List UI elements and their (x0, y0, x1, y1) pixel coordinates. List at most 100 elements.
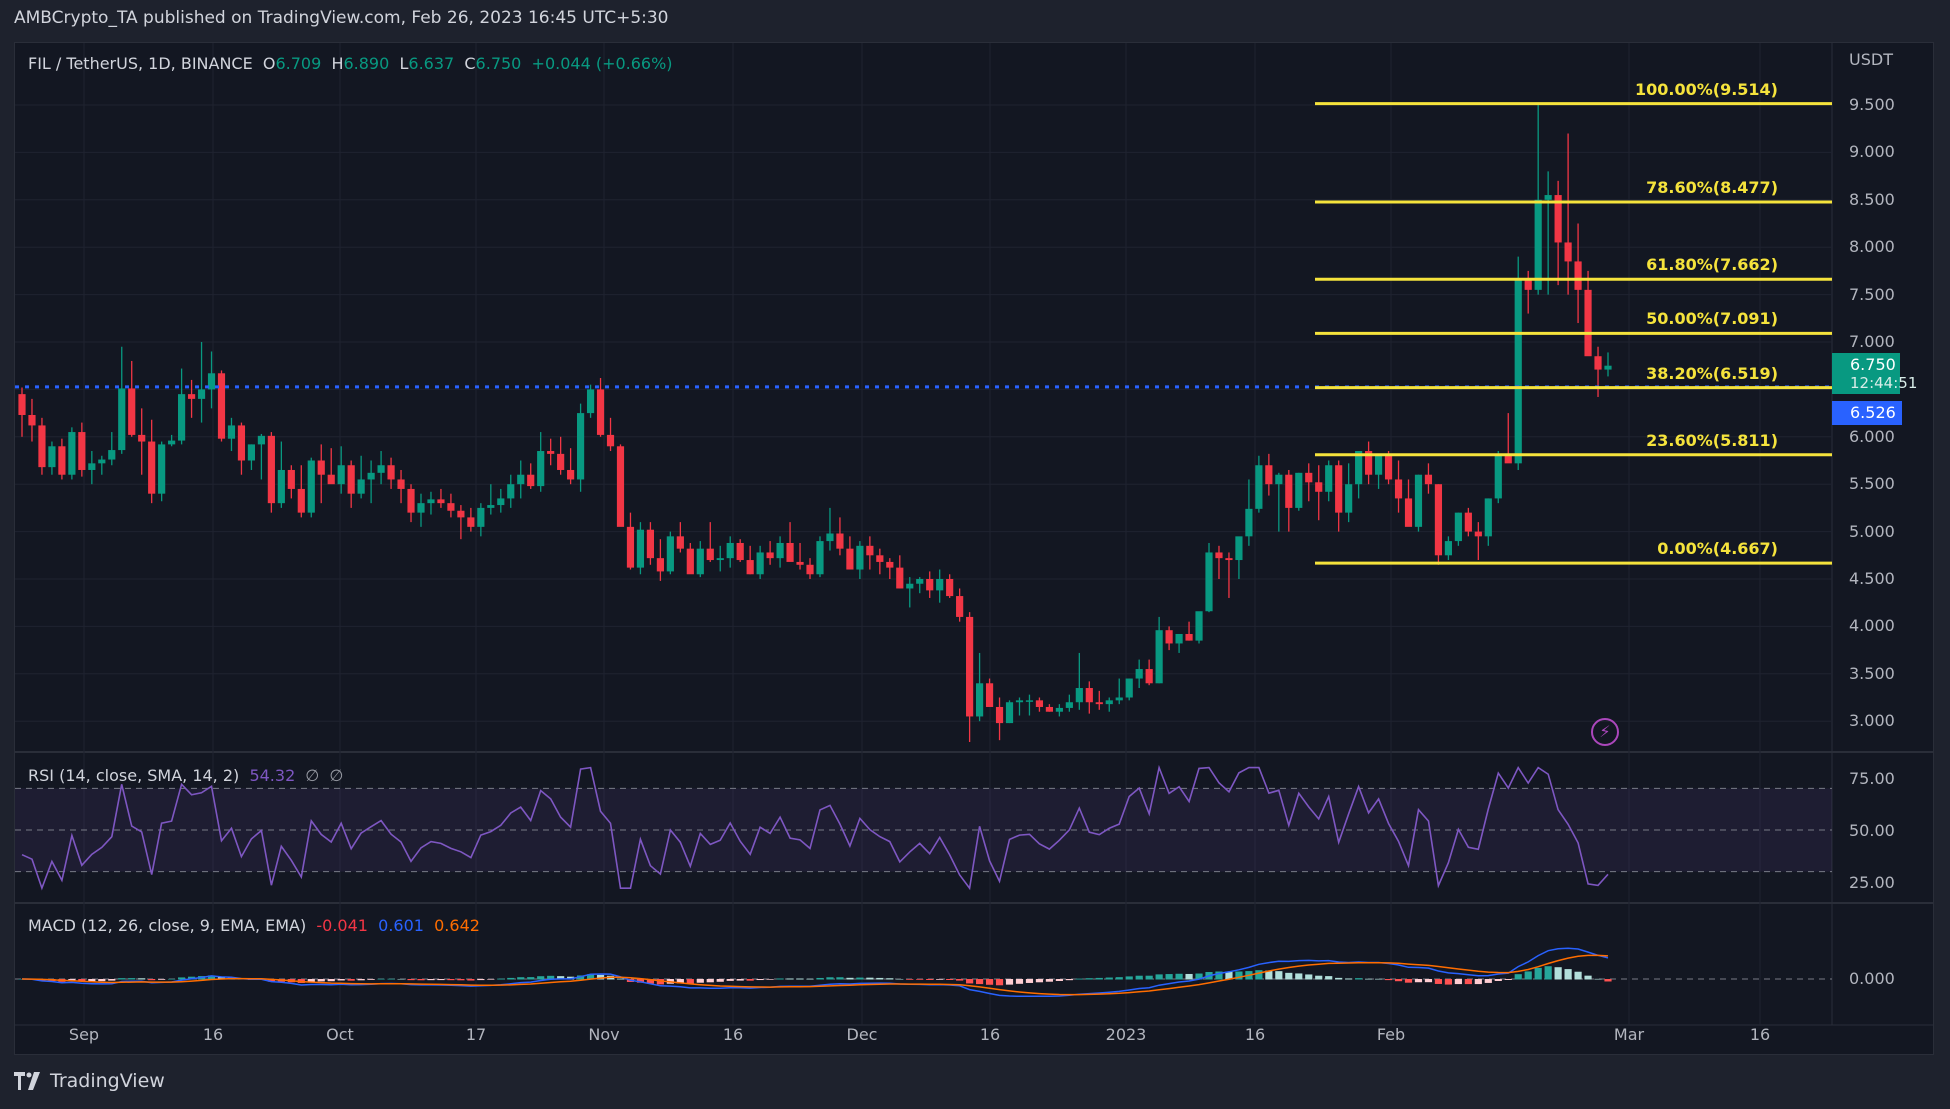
fib-level-label: 50.00%(7.091) (1646, 309, 1778, 329)
candle (427, 499, 435, 504)
candle (18, 394, 26, 415)
candle (1155, 630, 1163, 684)
candle (1275, 474, 1283, 485)
candle (1115, 697, 1123, 701)
candle (946, 579, 954, 597)
macd-histogram-value: -0.041 (316, 916, 368, 935)
rsi-tick-50: 50.00 (1849, 821, 1895, 840)
candle (606, 434, 615, 447)
candle (876, 555, 884, 562)
candle (197, 389, 206, 399)
candle (676, 536, 684, 549)
candle (1255, 465, 1263, 509)
macd-legend: MACD (12, 26, close, 9, EMA, EMA) -0.041… (28, 916, 480, 935)
time-tick: 16 (722, 1025, 744, 1044)
currency-label[interactable]: USDT (1849, 50, 1893, 69)
low-label: L (399, 54, 409, 73)
candle (1075, 688, 1083, 703)
candle (596, 389, 605, 435)
candle (1504, 455, 1512, 464)
candle (1285, 474, 1293, 508)
candle (1594, 356, 1602, 370)
candle (956, 596, 964, 617)
candle (1135, 669, 1143, 679)
candle (806, 564, 814, 575)
low-value: 6.637 (408, 54, 455, 73)
candle (387, 465, 395, 480)
candle (168, 440, 176, 445)
candle (38, 425, 46, 468)
close-value: 6.750 (475, 54, 522, 73)
candle (527, 474, 535, 487)
candle (1335, 465, 1343, 513)
tradingview-logo-icon (14, 1072, 40, 1090)
candle (1085, 688, 1093, 703)
candle (467, 517, 475, 527)
horizontal-line-price-tag: 6.526 (1832, 401, 1902, 425)
candle (1165, 630, 1173, 644)
tradingview-logo[interactable]: TradingView (14, 1070, 165, 1092)
candle (916, 579, 924, 584)
macd-line (21, 947, 1609, 998)
candle (457, 510, 465, 518)
candle (1175, 633, 1183, 644)
time-tick: Mar (1613, 1025, 1645, 1044)
candle (1055, 707, 1063, 712)
candle (98, 459, 106, 464)
price-tick: 3.500 (1849, 663, 1895, 683)
candle (367, 472, 375, 480)
candle (1474, 531, 1482, 537)
rsi-value: 54.32 (249, 766, 296, 785)
candle (1514, 280, 1522, 464)
open-label: O (262, 54, 276, 73)
candle (866, 545, 874, 556)
candle (1384, 455, 1393, 480)
chart-frame[interactable] (14, 42, 1934, 1055)
candle (187, 394, 196, 399)
symbol-name[interactable]: FIL / TetherUS, 1D, BINANCE (28, 54, 253, 73)
candle (1464, 512, 1472, 532)
bar-countdown: 12:44:51 (1850, 374, 1918, 392)
candle (1005, 702, 1014, 724)
time-tick: 16 (202, 1025, 224, 1044)
candle (477, 507, 485, 527)
candle (207, 373, 216, 390)
candle (317, 460, 325, 475)
candle (1484, 498, 1492, 537)
candle (736, 542, 744, 561)
candle (816, 541, 824, 575)
price-tick: 4.000 (1849, 616, 1895, 636)
candle (1534, 199, 1542, 290)
price-tick: 6.000 (1849, 426, 1895, 446)
candle (746, 560, 754, 575)
macd-label[interactable]: MACD (12, 26, close, 9, EMA, EMA) (28, 916, 307, 935)
candle (517, 474, 525, 485)
rsi-label[interactable]: RSI (14, close, SMA, 14, 2) (28, 766, 240, 785)
candle (776, 542, 784, 559)
time-tick: Oct (326, 1025, 354, 1044)
candle (108, 450, 116, 460)
candle (88, 463, 96, 470)
candle (1105, 700, 1113, 705)
candle (756, 552, 764, 575)
candle (906, 583, 914, 589)
candle (158, 444, 166, 494)
time-tick: Feb (1376, 1025, 1406, 1044)
price-tick: 5.000 (1849, 521, 1895, 541)
candle (1225, 558, 1233, 561)
high-value: 6.890 (343, 54, 390, 73)
close-label: C (464, 54, 476, 73)
fib-level-label: 23.60%(5.811) (1646, 430, 1778, 450)
candle (327, 474, 335, 485)
candle (287, 469, 295, 489)
lightning-icon[interactable]: ⚡︎ (1591, 718, 1619, 746)
candle (616, 446, 625, 527)
candle (28, 414, 36, 426)
candle (1195, 611, 1203, 641)
last-price: 6.750 (1850, 355, 1896, 374)
candle (58, 446, 66, 475)
candle (487, 505, 495, 508)
rsi-line (21, 764, 1609, 891)
candle (626, 526, 635, 568)
